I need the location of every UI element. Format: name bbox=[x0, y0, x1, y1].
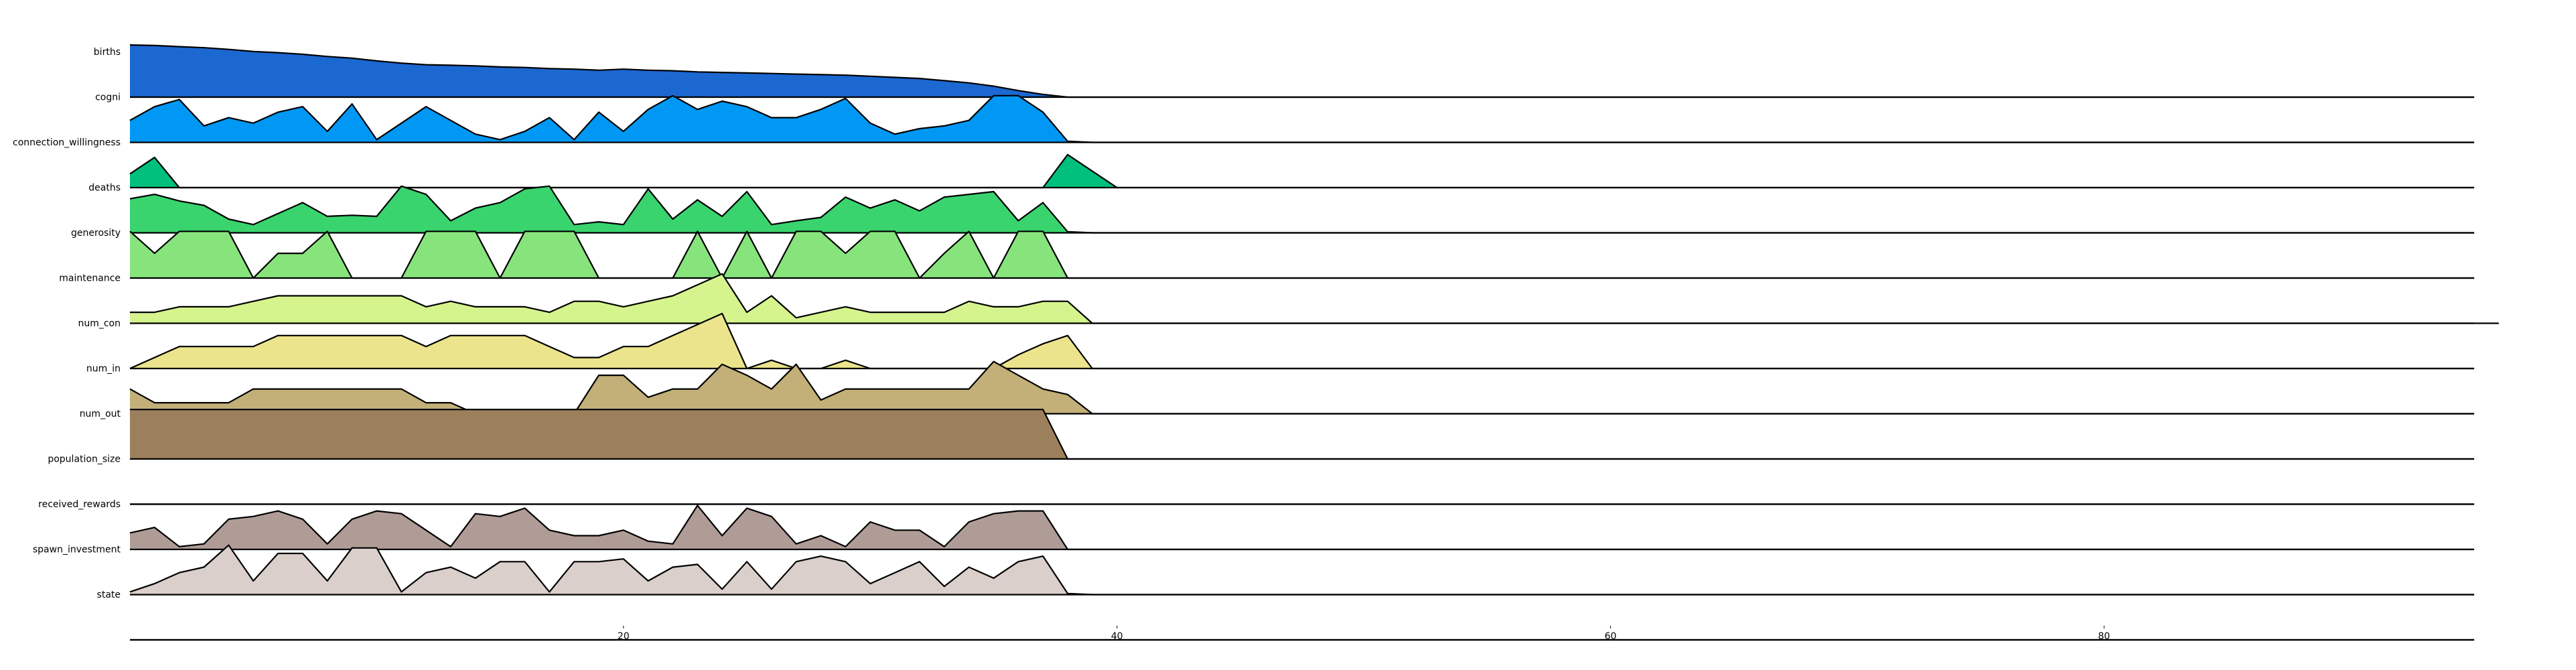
series-label: connection_willingness bbox=[13, 137, 121, 148]
x-tick-label: 40 bbox=[1111, 631, 1123, 642]
series-area-births bbox=[130, 45, 2474, 97]
series-area-generosity bbox=[130, 231, 2474, 278]
ridge-row-population-size: population_size bbox=[48, 454, 2474, 505]
ridge-row-num-out: num_out bbox=[80, 409, 2474, 460]
ridge-row-received-rewards: received_rewards bbox=[38, 499, 2474, 551]
series-label: received_rewards bbox=[38, 499, 121, 510]
ridge-row-cogni: cogni bbox=[95, 92, 2474, 143]
series-area-maintenance bbox=[130, 273, 2499, 324]
series-label: maintenance bbox=[59, 273, 121, 284]
series-label: spawn_investment bbox=[33, 545, 121, 555]
series-area-deaths bbox=[130, 186, 2474, 233]
series-label: generosity bbox=[71, 228, 121, 239]
series-area-num-out bbox=[130, 409, 2474, 459]
series-line-cogni bbox=[129, 94, 2474, 143]
ridge-row-maintenance: maintenance bbox=[59, 273, 2499, 324]
series-line-num-in bbox=[129, 360, 2474, 415]
series-label: cogni bbox=[95, 92, 121, 103]
ridge-row-connection-willingness: connection_willingness bbox=[13, 137, 2474, 189]
series-area-received-rewards bbox=[130, 505, 2474, 549]
ridge-row-state: state bbox=[97, 590, 2474, 641]
series-label: num_con bbox=[78, 318, 121, 329]
series-label: population_size bbox=[48, 454, 121, 465]
series-label: state bbox=[97, 590, 121, 600]
series-label: num_in bbox=[86, 364, 121, 375]
ridge-row-spawn-investment: spawn_investment bbox=[33, 545, 2474, 596]
series-area-num-con bbox=[130, 314, 2474, 368]
x-axis: 20 40 60 80 bbox=[618, 626, 2110, 642]
ridge-row-deaths: deaths bbox=[88, 183, 2474, 234]
x-tick-label: 20 bbox=[618, 631, 630, 642]
x-tick-label: 60 bbox=[1605, 631, 1617, 642]
series-area-connection-willingness bbox=[130, 154, 2474, 188]
series-line-connection-willingness bbox=[129, 153, 2474, 189]
series-area-spawn-investment bbox=[130, 545, 2474, 595]
series-area-num-in bbox=[130, 361, 2474, 414]
series-label: num_out bbox=[80, 409, 121, 419]
ridge-row-num-in: num_in bbox=[86, 360, 2474, 415]
series-label: births bbox=[94, 47, 121, 58]
ridge-row-num-con: num_con bbox=[78, 312, 2474, 370]
series-label: deaths bbox=[88, 183, 121, 194]
x-tick-label: 80 bbox=[2098, 631, 2110, 642]
series-area-cogni bbox=[130, 95, 2474, 143]
ridge-row-births: births bbox=[94, 44, 2474, 98]
ridge-row-generosity: generosity bbox=[71, 228, 2474, 279]
